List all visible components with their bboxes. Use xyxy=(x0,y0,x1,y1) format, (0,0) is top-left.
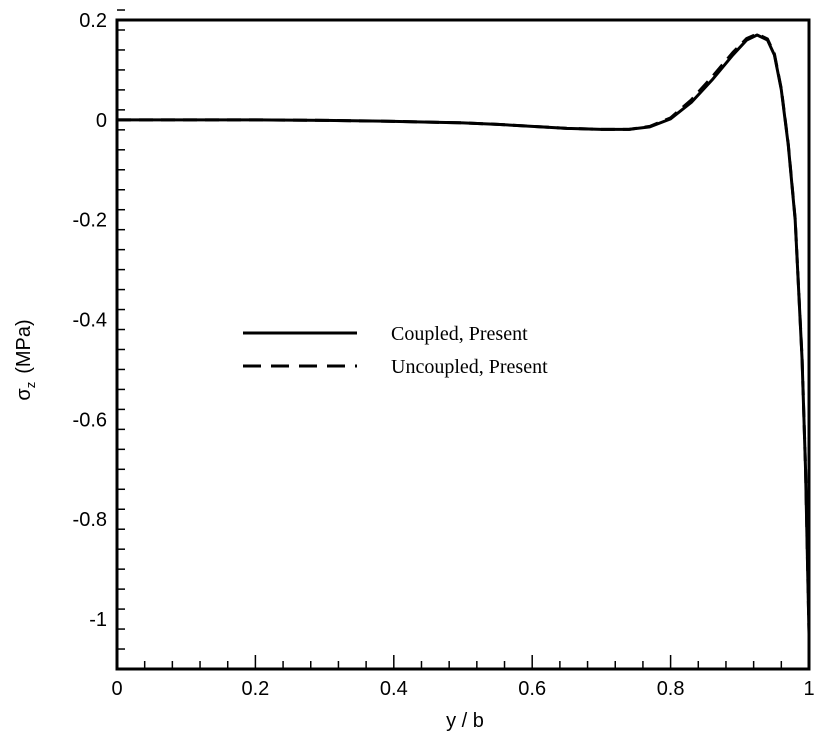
y-tick-label: 0.2 xyxy=(79,10,107,32)
y-tick-label: -0.6 xyxy=(73,409,107,431)
y-tick-label: -0.8 xyxy=(73,509,107,531)
x-tick-label: 1 xyxy=(803,678,814,700)
y-axis-ticks: 0.2 0 -0.2 -0.4 -0.6 -0.8 -1 xyxy=(73,9,125,670)
series-layer xyxy=(117,32,811,635)
y-tick-label: -1 xyxy=(89,609,107,631)
x-tick-label: 0.4 xyxy=(380,678,408,700)
y-tick-label: 0 xyxy=(96,110,107,132)
y-axis-label-symbol: σ xyxy=(13,388,35,401)
x-axis-label: y / b xyxy=(446,710,484,732)
x-tick-label: 0.2 xyxy=(241,678,269,700)
y-axis-label: σz (MPa) xyxy=(13,319,38,400)
plot-frame xyxy=(115,18,811,671)
legend-label-uncoupled: Uncoupled, Present xyxy=(391,356,548,378)
x-tick-label: 0 xyxy=(111,678,122,700)
series-line-uncoupled xyxy=(117,32,811,632)
y-tick-label: -0.2 xyxy=(73,210,107,232)
legend-label-coupled: Coupled, Present xyxy=(391,323,528,345)
x-tick-label: 0.8 xyxy=(657,678,685,700)
y-axis-label-subscript: z xyxy=(23,382,38,389)
y-tick-label: -0.4 xyxy=(73,310,107,332)
x-axis-ticks: 0 0.2 0.4 0.6 0.8 1 xyxy=(111,655,815,700)
y-axis-label-unit: (MPa) xyxy=(13,319,35,373)
axes-frame xyxy=(115,18,811,671)
legend: Coupled, Present Uncoupled, Present xyxy=(243,323,548,378)
x-tick-label: 0.6 xyxy=(518,678,546,700)
